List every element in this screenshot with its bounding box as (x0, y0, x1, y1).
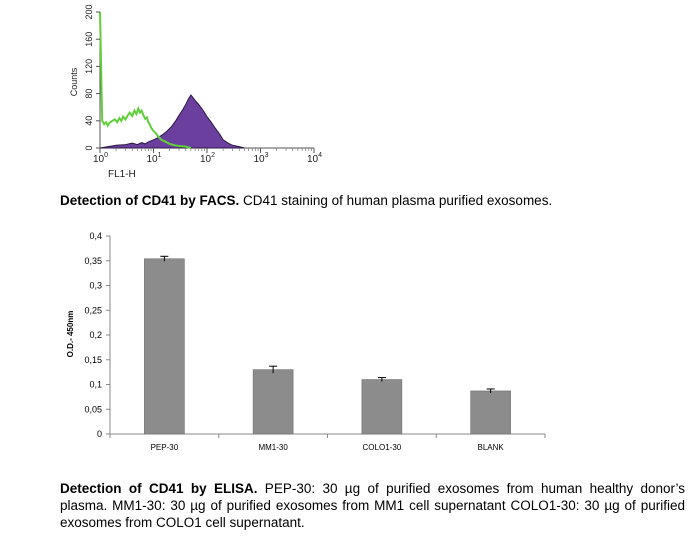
facs-caption-text: CD41 staining of human plasma purified e… (239, 193, 553, 208)
facs-y-tick-label: 0 (84, 145, 94, 150)
elisa-ticks: 0 0,05 0,1 0,15 0,2 0,25 0,3 0,35 0,4 PEP-30 MM1-3… (84, 231, 546, 452)
elisa-bar-chart: 0 0,05 0,1 0,15 0,2 0,25 0,3 0,35 0,4 PEP-30 MM1-3… (66, 231, 546, 452)
elisa-category-label: MM1-30 (258, 443, 288, 452)
elisa-caption-text: PEP-30: 30 µg of purified exosomes from … (60, 481, 685, 530)
facs-y-tick-label: 40 (84, 116, 94, 126)
elisa-ylabel: O.D.- 450nm (66, 311, 75, 358)
facs-caption-title: Detection of CD41 by FACS. (60, 193, 240, 208)
facs-x-tick-label: 101 (147, 152, 162, 165)
elisa-y-tick-label: 0,05 (84, 404, 102, 414)
elisa-category-label: COLO1-30 (363, 443, 402, 452)
elisa-bar (252, 369, 294, 435)
elisa-bar (470, 390, 511, 435)
facs-x-tick-label: 104 (307, 152, 322, 165)
elisa-y-tick-label: 0,4 (89, 231, 102, 241)
facs-histogram: 0 40 80 120 160 200 100 101 102 103 104 FL1-H Coun… (69, 4, 322, 180)
elisa-y-tick-label: 0,25 (84, 305, 102, 315)
elisa-y-tick-label: 0 (97, 429, 102, 439)
facs-caption: Detection of CD41 by FACS. CD41 staining… (60, 192, 680, 209)
elisa-bars (144, 255, 511, 435)
elisa-y-tick-label: 0,3 (89, 281, 102, 291)
facs-x-tick-label: 100 (93, 152, 108, 165)
facs-x-tick-label: 102 (200, 152, 215, 165)
facs-y-tick-label: 200 (84, 4, 94, 19)
elisa-y-tick-label: 0,1 (89, 380, 102, 390)
facs-control-histogram (99, 11, 192, 149)
facs-y-tick-label: 160 (84, 32, 94, 47)
elisa-bar (144, 258, 185, 435)
facs-xlabel: FL1-H (108, 169, 136, 180)
elisa-y-tick-label: 0,35 (84, 256, 102, 266)
elisa-caption-title: Detection of CD41 by ELISA. (60, 481, 258, 496)
facs-y-tick-label: 120 (84, 59, 94, 74)
elisa-caption: Detection of CD41 by ELISA. PEP-30: 30 µ… (60, 480, 685, 531)
facs-series (99, 11, 245, 149)
elisa-bar (361, 379, 403, 435)
facs-cd41-histogram (99, 94, 245, 149)
facs-ylabel: Counts (69, 67, 79, 96)
facs-x-tick-label: 103 (254, 152, 269, 165)
elisa-category-label: PEP-30 (151, 443, 179, 452)
facs-ticks: 0 40 80 120 160 200 100 101 102 103 104 (84, 4, 322, 165)
facs-y-tick-label: 80 (84, 89, 94, 99)
elisa-y-tick-label: 0,2 (89, 330, 102, 340)
elisa-y-tick-label: 0,15 (84, 355, 102, 365)
elisa-category-label: BLANK (478, 443, 505, 452)
